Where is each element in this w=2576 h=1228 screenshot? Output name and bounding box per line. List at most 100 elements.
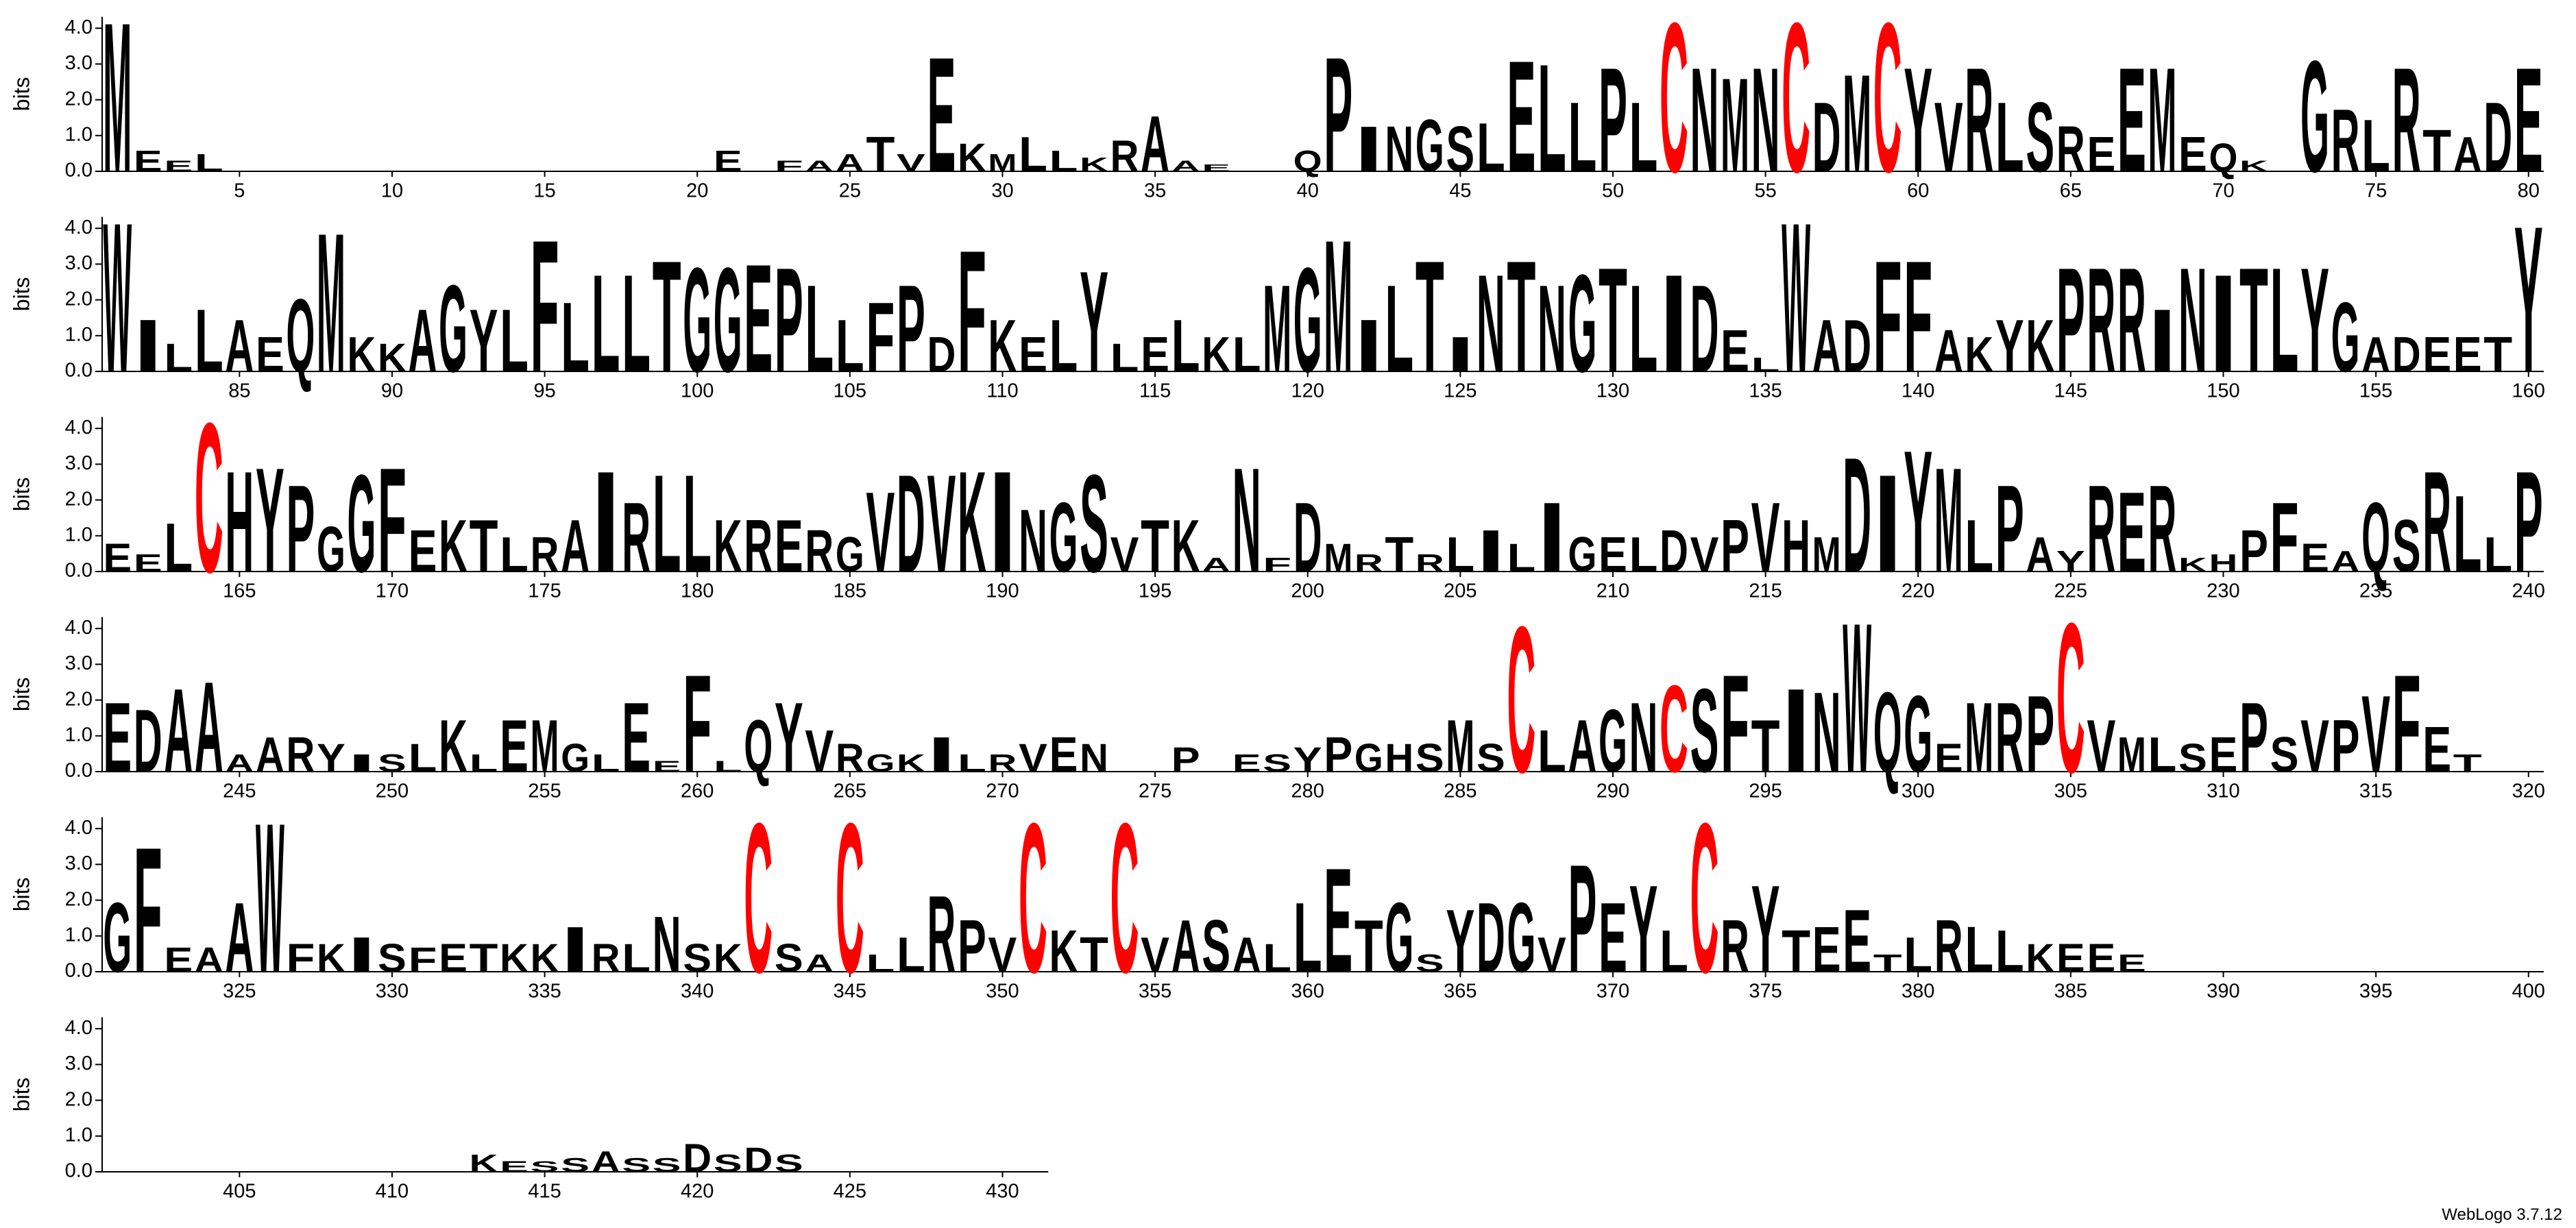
logo-letter: E [103,683,132,794]
logo-letter: L [1568,82,1597,193]
y-axis-label: bits [9,877,34,911]
logo-letter: R [2087,236,2115,403]
logo-letter: S [1202,905,1230,988]
logo-letter: L [561,282,590,393]
logo-letter: E [622,683,651,794]
logo-letter: E [2087,126,2115,182]
x-tick-label: 140 [1901,380,1934,402]
logo-letter: D [2483,82,2512,193]
x-tick-label: 115 [1139,380,1171,402]
logo-letter: E [1202,162,1230,173]
logo-letter: N [1690,36,1719,203]
x-tick-label: 70 [2212,180,2234,202]
x-tick-label: 390 [2207,981,2239,1003]
logo-letter: L [1385,260,1413,399]
x-tick-label: 260 [681,781,714,802]
x-tick-label: 270 [986,781,1019,802]
x-tick-label: 345 [834,981,866,1003]
logo-letter: G [714,236,742,403]
logo-letter: L [622,936,651,981]
logo-row: bits 0.0 1.0 2.0 3.0 4.0 325 330 335 340 345 350 355… [9,779,2544,1018]
logo-letter: K [2178,554,2207,576]
logo-letter: L [1995,82,2024,193]
logo-letter: K [958,441,986,602]
logo-letter: A [256,726,284,782]
logo-letter: L [1751,354,1780,376]
x-tick-label: 60 [1907,180,1929,202]
logo-letter: V [1751,482,1780,593]
footer: WebLogo 3.7.12 [2442,1205,2562,1224]
logo-letter: T [2453,749,2482,776]
logo-letter: G [1568,245,1597,401]
logo-letter: R [2117,236,2146,403]
x-tick-label: 360 [1291,981,1324,1003]
logo-letter: V [2300,704,2329,788]
logo-letter: M [531,704,559,788]
logo-row: bits 0.0 1.0 2.0 3.0 4.0 5 10 15 20 25 30 35 40 45 50 55… [9,0,2544,217]
x-tick-label: 125 [1444,380,1477,402]
logo-letter: S [1446,113,1474,186]
logo-letter: R [988,749,1017,776]
logo-letter: D [744,1140,773,1179]
x-tick-label: 50 [1602,180,1624,202]
logo-letter: R [2148,460,2177,599]
logo-letter: E [1934,736,1963,781]
logo-letter: I [1782,665,1810,798]
y-tick-label: 1.0 [65,724,93,746]
logo-letter: W [103,179,132,418]
logo-letter: E [1599,526,1627,582]
logo-letter: I [592,441,620,602]
logo-letter: S [775,1149,803,1177]
y-tick-label: 1.0 [65,123,93,145]
logo-letter: K [897,749,925,776]
logo-row: bits 0.0 1.0 2.0 3.0 4.0 245 250 255 260 265 270 275… [9,579,2544,818]
logo-letter: M [1812,526,1841,582]
x-tick-label: 45 [1449,180,1471,202]
logo-letter: E [2453,326,2482,382]
logo-letter: K [1049,918,1078,984]
logo-letter: T [1782,918,1810,984]
logo-letter: K [348,326,376,382]
logo-letter: C [1782,0,1810,217]
logo-letter: L [195,291,223,391]
x-tick-label: 90 [381,380,403,402]
logo-letter: P [1568,833,1597,1005]
x-tick-label: 220 [1901,580,1934,602]
x-tick-label: 5 [234,180,245,202]
logo-letter: E [2117,469,2146,597]
logo-letter: D [134,691,162,791]
logo-letter: L [1049,304,1078,388]
logo-letter: C [836,779,864,1018]
logo-letter: D [2392,326,2421,382]
x-tick-label: 275 [1139,781,1171,802]
logo-letter: S [2178,736,2207,781]
logo-letter: L [958,749,986,776]
x-tick-label: 40 [1297,180,1319,202]
logo-letter: H [1385,736,1413,781]
logo-letter: I [927,726,956,782]
logo-letter: S [1415,949,1444,977]
x-tick-label: 425 [834,1181,866,1203]
logo-letter: E [500,1158,528,1175]
logo-letter: K [1171,504,1200,588]
x-tick-label: 295 [1749,781,1782,802]
logo-letter: K [2026,936,2054,981]
logo-letter: L [1538,32,1566,204]
logo-letter: P [958,905,986,988]
y-tick-label: 3.0 [65,652,93,674]
y-tick-label: 3.0 [65,52,93,74]
logo-letter: E [2422,713,2451,786]
logo-letter: Y [1080,241,1108,402]
logo-letter: T [1385,526,1413,582]
logo-letter: A [1232,926,1261,982]
logo-letter: A [2453,126,2482,182]
logo-letter: T [2422,117,2451,184]
logo-letter: Y [317,736,345,781]
y-tick-label: 0.0 [65,960,93,982]
logo-letter: Y [1446,891,1474,991]
logo-letter: V [1690,526,1719,582]
x-tick-label: 365 [1444,981,1477,1003]
logo-letter: S [1080,445,1108,601]
